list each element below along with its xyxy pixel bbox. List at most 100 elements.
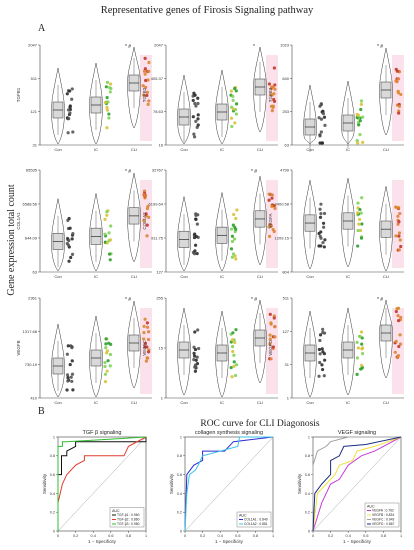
y-tick-label: 405.37 (151, 76, 164, 81)
y-tick-label: 1 (161, 396, 164, 401)
x-tick-label: 0.6 (235, 534, 240, 538)
y-tick-label: 0.2 (50, 511, 55, 515)
violin-panel-col1a1: COL1A1 63 644.09 6588.56 65535 Con IC CLI * # (16, 168, 152, 279)
y-tick-label: 78.63 (153, 109, 164, 114)
data-point (231, 98, 235, 102)
data-point (66, 131, 70, 135)
y-tick-label: 0 (308, 529, 310, 533)
data-point (193, 232, 197, 236)
data-point (360, 222, 364, 226)
data-point (67, 216, 71, 221)
roc-panel-3: VEGF signaling 0 0.2 0.4 0.6 0.8 1 0 0.2 0.4 0.6 0.… (297, 430, 402, 544)
data-point (105, 126, 109, 130)
y-axis-title: Sensitivity (297, 473, 302, 494)
data-point (231, 252, 236, 256)
x-axis-title: 1 − Specificity (215, 539, 244, 544)
data-point (196, 101, 200, 106)
data-point (105, 210, 109, 214)
data-point (356, 211, 360, 215)
roc-curve (312, 436, 402, 532)
y-tick-label: 127 (282, 329, 289, 334)
x-tick-label: 1 (272, 534, 274, 538)
data-point (397, 104, 402, 108)
data-point (322, 211, 327, 216)
data-point (193, 101, 197, 106)
data-point (393, 350, 397, 354)
data-point (361, 352, 365, 356)
violin-panel-tgfb1: TGFB1 31 121 511 2047 Con IC CLI * # (16, 43, 152, 152)
data-point (146, 78, 150, 82)
data-point (108, 86, 112, 90)
violin-panel-vegfa: VEGFA 804 1209.15 2400.58 4799 Con IC CLI (268, 168, 404, 279)
data-point (359, 102, 363, 106)
data-point (196, 328, 200, 332)
data-point (70, 97, 74, 101)
data-point (233, 225, 237, 229)
data-point (143, 72, 147, 76)
data-point (103, 217, 107, 221)
y-tick-label: 0.8 (305, 454, 310, 458)
data-point (399, 92, 403, 97)
data-point (356, 244, 360, 248)
data-point (70, 237, 74, 241)
data-point (358, 133, 362, 137)
violin-panel-tgfb2: TGFB2 16 78.63 405.37 2047 Con IC CLI * (142, 43, 278, 152)
data-point (397, 234, 401, 238)
data-point (398, 333, 402, 337)
data-point (107, 252, 112, 256)
data-point (108, 238, 113, 242)
roc-curve (57, 437, 147, 531)
data-point (70, 379, 74, 384)
y-tick-label: 1317.68 (23, 329, 38, 334)
data-point (104, 342, 108, 346)
data-point (197, 346, 201, 351)
legend-entry: VEGFA : 0.762 (372, 509, 394, 513)
data-point (145, 321, 149, 325)
data-point (70, 372, 75, 376)
data-point (399, 315, 403, 320)
data-point (398, 342, 403, 346)
data-point (192, 135, 197, 139)
data-point (143, 67, 147, 71)
y-label: COL1A2 (142, 212, 147, 230)
data-point (103, 364, 107, 369)
data-point (145, 356, 149, 360)
data-point (230, 375, 234, 379)
category-label: CLI (131, 274, 137, 279)
roc-panel-title: TGF β signaling (83, 430, 122, 436)
y-tick-label: 730.19 (25, 362, 38, 367)
data-point (361, 140, 365, 144)
data-point (272, 316, 276, 320)
panel-a-label: A (38, 23, 46, 34)
data-point (321, 367, 325, 372)
data-point (271, 227, 275, 232)
y-tick-label: 31 (33, 143, 38, 148)
data-point (193, 347, 198, 352)
category-label: CLI (257, 147, 263, 152)
data-point (193, 249, 197, 253)
data-point (104, 346, 108, 350)
data-point (230, 239, 235, 244)
data-point (192, 354, 197, 358)
data-point (145, 90, 150, 94)
data-point (230, 124, 234, 129)
data-point (65, 388, 69, 392)
category-label: IC (220, 274, 224, 279)
data-point (194, 358, 198, 362)
x-tick-label: 1 (400, 534, 402, 538)
data-point (104, 85, 108, 89)
y-tick-label: 1 (308, 435, 310, 439)
data-point (229, 116, 234, 120)
x-tick-label: 0.4 (218, 534, 223, 538)
data-point (143, 345, 147, 349)
data-point (396, 89, 400, 93)
data-point (231, 349, 235, 354)
data-point (70, 346, 74, 350)
data-point (321, 350, 325, 354)
data-point (269, 357, 273, 361)
y-tick-label: 127 (156, 270, 163, 275)
data-point (233, 86, 237, 91)
y-tick-label: 644.09 (25, 236, 38, 241)
data-point (272, 92, 276, 96)
data-point (65, 352, 69, 356)
